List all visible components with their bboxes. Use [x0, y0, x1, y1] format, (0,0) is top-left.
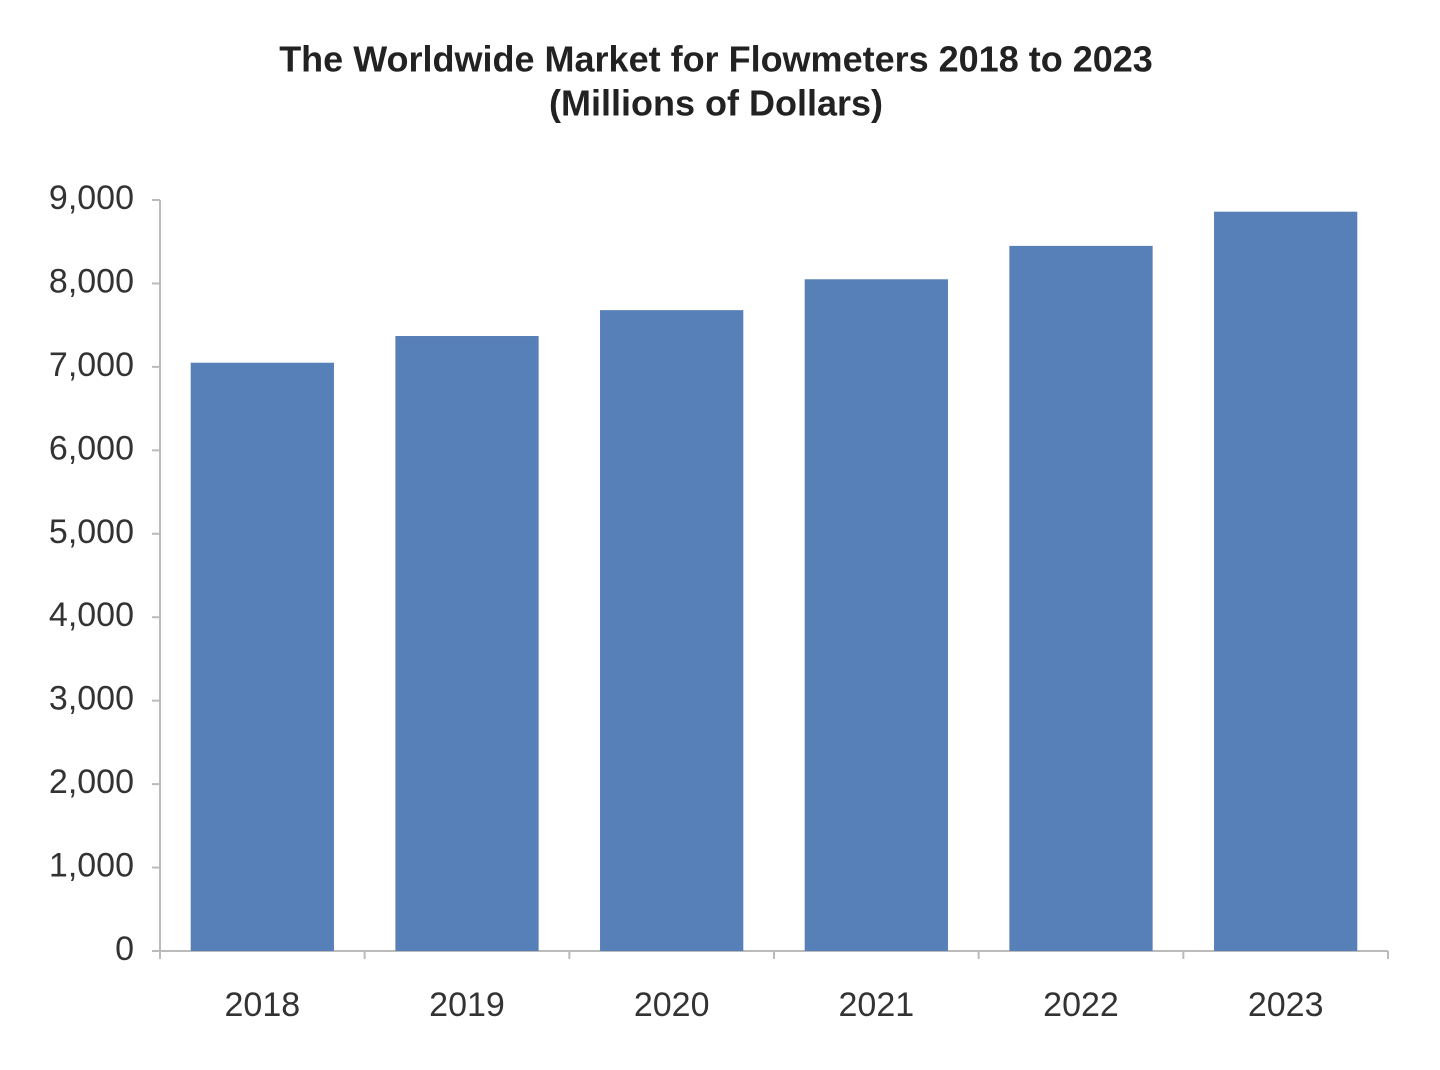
x-tick-label: 2019 — [429, 986, 505, 1024]
x-tick-label: 2022 — [1043, 986, 1119, 1024]
bar — [600, 310, 744, 951]
y-tick-label: 0 — [115, 930, 134, 968]
y-tick-label: 8,000 — [49, 262, 134, 300]
y-tick-label: 6,000 — [49, 429, 134, 467]
bar — [1214, 211, 1358, 951]
chart-subtitle: (Millions of Dollars) — [549, 83, 883, 124]
x-tick-label: 2018 — [225, 986, 301, 1024]
x-tick-label: 2021 — [839, 986, 915, 1024]
y-tick-label: 9,000 — [49, 179, 134, 217]
y-tick-label: 3,000 — [49, 680, 134, 718]
chart-title: The Worldwide Market for Flowmeters 2018… — [279, 39, 1153, 80]
y-tick-label: 1,000 — [49, 847, 134, 885]
bar — [395, 336, 539, 952]
bar — [190, 362, 334, 951]
x-tick-label: 2023 — [1248, 986, 1324, 1024]
bar — [804, 279, 948, 951]
y-tick-label: 7,000 — [49, 346, 134, 384]
x-tick-label: 2020 — [634, 986, 710, 1024]
y-tick-label: 5,000 — [49, 513, 134, 551]
y-tick-label: 2,000 — [49, 763, 134, 801]
bar — [1009, 245, 1153, 952]
y-tick-label: 4,000 — [49, 596, 134, 634]
